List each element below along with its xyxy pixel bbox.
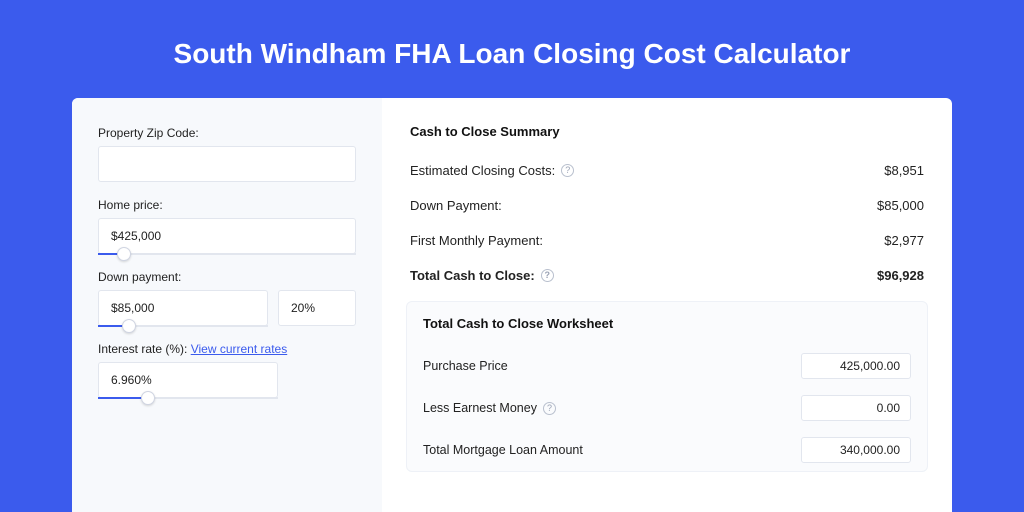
- field-zip: Property Zip Code:: [98, 126, 356, 182]
- home-price-input[interactable]: [98, 218, 356, 254]
- worksheet-row-label: Total Mortgage Loan Amount: [423, 443, 583, 457]
- interest-rate-label: Interest rate (%): View current rates: [98, 342, 356, 356]
- worksheet-list: Purchase Price 425,000.00 Less Earnest Mon…: [423, 345, 911, 471]
- summary-row-label-text: Down Payment:: [410, 198, 502, 213]
- help-icon[interactable]: ?: [561, 164, 574, 177]
- page-title: South Windham FHA Loan Closing Cost Calc…: [0, 0, 1024, 98]
- zip-label: Property Zip Code:: [98, 126, 356, 140]
- summary-row-label: Total Cash to Close:?: [410, 268, 554, 283]
- worksheet-row-label: Less Earnest Money?: [423, 401, 556, 415]
- view-rates-link[interactable]: View current rates: [191, 342, 288, 356]
- summary-row-label-text: Estimated Closing Costs:: [410, 163, 555, 178]
- home-price-label: Home price:: [98, 198, 356, 212]
- help-icon[interactable]: ?: [543, 402, 556, 415]
- results-panel: Cash to Close Summary Estimated Closing …: [382, 98, 952, 512]
- summary-row-label: Estimated Closing Costs:?: [410, 163, 574, 178]
- summary-row-label-text: Total Cash to Close:: [410, 268, 535, 283]
- field-interest-rate: Interest rate (%): View current rates: [98, 342, 356, 398]
- zip-input[interactable]: [98, 146, 356, 182]
- summary-row-label: First Monthly Payment:: [410, 233, 543, 248]
- summary-row: Total Cash to Close:? $96,928: [406, 258, 928, 293]
- down-payment-label: Down payment:: [98, 270, 356, 284]
- summary-row-value: $85,000: [877, 198, 924, 213]
- summary-row-value: $96,928: [877, 268, 924, 283]
- worksheet-row-value[interactable]: 0.00: [801, 395, 911, 421]
- interest-rate-slider[interactable]: [98, 397, 278, 399]
- worksheet-panel: Total Cash to Close Worksheet Purchase P…: [406, 301, 928, 472]
- summary-row-label-text: First Monthly Payment:: [410, 233, 543, 248]
- interest-rate-input[interactable]: [98, 362, 278, 398]
- summary-list: Estimated Closing Costs:? $8,951 Down Paym…: [406, 153, 928, 293]
- summary-row: First Monthly Payment: $2,977: [406, 223, 928, 258]
- input-panel: Property Zip Code: Home price: Down paym…: [72, 98, 382, 512]
- worksheet-row: Total Mortgage Loan Amount 340,000.00: [423, 429, 911, 471]
- worksheet-row: Purchase Price 425,000.00: [423, 345, 911, 387]
- worksheet-row-label: Purchase Price: [423, 359, 508, 373]
- interest-rate-label-text: Interest rate (%):: [98, 342, 187, 356]
- summary-row-label: Down Payment:: [410, 198, 502, 213]
- worksheet-row-value[interactable]: 340,000.00: [801, 437, 911, 463]
- down-payment-slider[interactable]: [98, 325, 268, 327]
- worksheet-row-label-text: Less Earnest Money: [423, 401, 537, 415]
- worksheet-row: Less Earnest Money? 0.00: [423, 387, 911, 429]
- help-icon[interactable]: ?: [541, 269, 554, 282]
- worksheet-row-label-text: Total Mortgage Loan Amount: [423, 443, 583, 457]
- summary-row: Estimated Closing Costs:? $8,951: [406, 153, 928, 188]
- slider-thumb[interactable]: [122, 319, 136, 333]
- summary-row-value: $2,977: [884, 233, 924, 248]
- home-price-slider[interactable]: [98, 253, 356, 255]
- worksheet-row-label-text: Purchase Price: [423, 359, 508, 373]
- field-down-payment: Down payment:: [98, 270, 356, 326]
- slider-thumb[interactable]: [117, 247, 131, 261]
- slider-track: [98, 253, 356, 255]
- down-payment-pct-input[interactable]: [278, 290, 356, 326]
- summary-row: Down Payment: $85,000: [406, 188, 928, 223]
- worksheet-row-value[interactable]: 425,000.00: [801, 353, 911, 379]
- calculator-card: Property Zip Code: Home price: Down paym…: [72, 98, 952, 512]
- field-home-price: Home price:: [98, 198, 356, 254]
- slider-thumb[interactable]: [141, 391, 155, 405]
- summary-title: Cash to Close Summary: [410, 124, 928, 139]
- summary-row-value: $8,951: [884, 163, 924, 178]
- worksheet-title: Total Cash to Close Worksheet: [423, 316, 911, 331]
